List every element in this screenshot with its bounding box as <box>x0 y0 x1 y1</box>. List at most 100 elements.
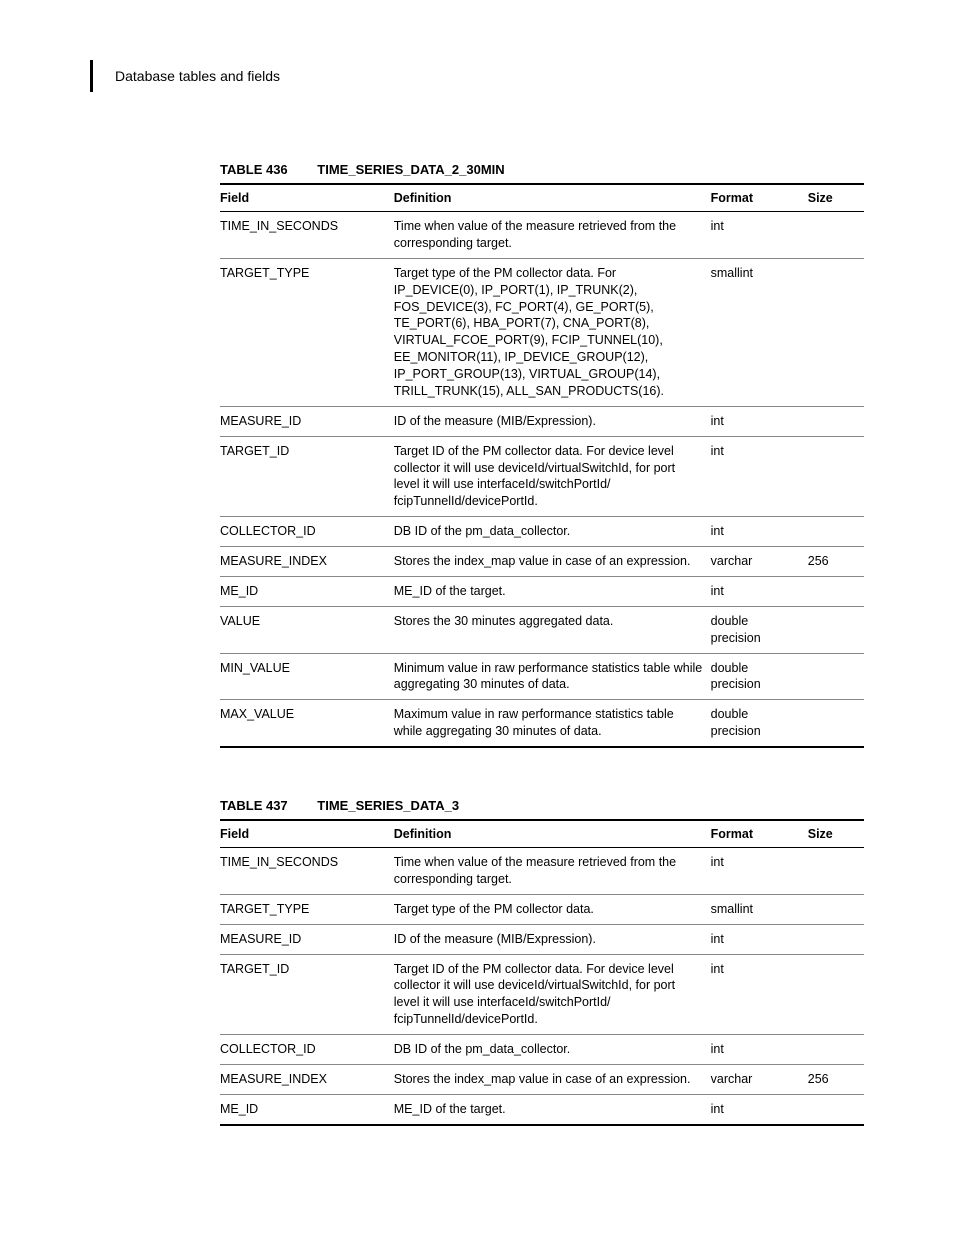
cell-format: int <box>711 406 808 436</box>
cell-definition: ME_ID of the target. <box>394 1094 711 1124</box>
cell-definition: ID of the measure (MIB/Expression). <box>394 924 711 954</box>
cell-size <box>808 700 864 747</box>
cell-field: MEASURE_ID <box>220 406 394 436</box>
cell-field: MEASURE_ID <box>220 924 394 954</box>
cell-definition: Target ID of the PM collector data. For … <box>394 954 711 1035</box>
cell-format: int <box>711 517 808 547</box>
cell-field: MEASURE_INDEX <box>220 1064 394 1094</box>
cell-definition: Time when value of the measure retrieved… <box>394 848 711 895</box>
cell-format: smallint <box>711 258 808 406</box>
cell-size <box>808 576 864 606</box>
cell-field: TARGET_ID <box>220 954 394 1035</box>
table-row: VALUEStores the 30 minutes aggregated da… <box>220 606 864 653</box>
table-row: TARGET_TYPETarget type of the PM collect… <box>220 894 864 924</box>
cell-definition: DB ID of the pm_data_collector. <box>394 1035 711 1065</box>
cell-size <box>808 894 864 924</box>
cell-definition: Stores the index_map value in case of an… <box>394 547 711 577</box>
cell-size <box>808 954 864 1035</box>
table-437-header-row: Field Definition Format Size <box>220 820 864 848</box>
table-437-body: TIME_IN_SECONDSTime when value of the me… <box>220 848 864 1125</box>
cell-size: 256 <box>808 1064 864 1094</box>
cell-field: MEASURE_INDEX <box>220 547 394 577</box>
cell-format: int <box>711 924 808 954</box>
cell-size <box>808 653 864 700</box>
cell-definition: Minimum value in raw performance statist… <box>394 653 711 700</box>
cell-format: int <box>711 576 808 606</box>
cell-size <box>808 1035 864 1065</box>
cell-definition: Stores the index_map value in case of an… <box>394 1064 711 1094</box>
cell-size <box>808 848 864 895</box>
page: Database tables and fields TABLE 436 TIM… <box>0 0 954 1236</box>
table-row: MEASURE_INDEXStores the index_map value … <box>220 1064 864 1094</box>
table-row: MIN_VALUEMinimum value in raw performanc… <box>220 653 864 700</box>
col-header-def: Definition <box>394 820 711 848</box>
cell-field: TARGET_TYPE <box>220 258 394 406</box>
table-row: MEASURE_IDID of the measure (MIB/Express… <box>220 406 864 436</box>
cell-definition: ID of the measure (MIB/Expression). <box>394 406 711 436</box>
cell-format: int <box>711 848 808 895</box>
cell-format: int <box>711 436 808 517</box>
cell-size <box>808 924 864 954</box>
cell-definition: Stores the 30 minutes aggregated data. <box>394 606 711 653</box>
table-row: TIME_IN_SECONDSTime when value of the me… <box>220 848 864 895</box>
table-row: TARGET_TYPETarget type of the PM collect… <box>220 258 864 406</box>
cell-format: varchar <box>711 1064 808 1094</box>
cell-field: MIN_VALUE <box>220 653 394 700</box>
table-row: TIME_IN_SECONDSTime when value of the me… <box>220 212 864 259</box>
cell-field: TARGET_ID <box>220 436 394 517</box>
cell-size <box>808 517 864 547</box>
cell-field: TIME_IN_SECONDS <box>220 848 394 895</box>
cell-format: double precision <box>711 653 808 700</box>
table-row: ME_IDME_ID of the target.int <box>220 1094 864 1124</box>
table-row: TARGET_IDTarget ID of the PM collector d… <box>220 436 864 517</box>
cell-format: smallint <box>711 894 808 924</box>
cell-format: double precision <box>711 700 808 747</box>
cell-format: int <box>711 212 808 259</box>
cell-size <box>808 406 864 436</box>
cell-definition: ME_ID of the target. <box>394 576 711 606</box>
cell-field: MAX_VALUE <box>220 700 394 747</box>
table-row: COLLECTOR_IDDB ID of the pm_data_collect… <box>220 517 864 547</box>
cell-field: COLLECTOR_ID <box>220 1035 394 1065</box>
table-437-caption: TABLE 437 TIME_SERIES_DATA_3 <box>220 798 864 813</box>
cell-definition: Maximum value in raw performance statist… <box>394 700 711 747</box>
cell-field: ME_ID <box>220 1094 394 1124</box>
col-header-format: Format <box>711 184 808 212</box>
col-header-def: Definition <box>394 184 711 212</box>
cell-format: varchar <box>711 547 808 577</box>
cell-format: int <box>711 1094 808 1124</box>
table-437: Field Definition Format Size TIME_IN_SEC… <box>220 819 864 1126</box>
table-437-name: TIME_SERIES_DATA_3 <box>317 798 459 813</box>
col-header-format: Format <box>711 820 808 848</box>
table-row: TARGET_IDTarget ID of the PM collector d… <box>220 954 864 1035</box>
cell-field: VALUE <box>220 606 394 653</box>
table-437-number: TABLE 437 <box>220 798 288 813</box>
col-header-field: Field <box>220 184 394 212</box>
cell-definition: DB ID of the pm_data_collector. <box>394 517 711 547</box>
cell-definition: Time when value of the measure retrieved… <box>394 212 711 259</box>
table-436-name: TIME_SERIES_DATA_2_30MIN <box>317 162 504 177</box>
table-436-block: TABLE 436 TIME_SERIES_DATA_2_30MIN Field… <box>220 162 864 748</box>
table-436-header-row: Field Definition Format Size <box>220 184 864 212</box>
cell-size <box>808 258 864 406</box>
table-row: ME_IDME_ID of the target.int <box>220 576 864 606</box>
cell-definition: Target type of the PM collector data. <box>394 894 711 924</box>
breadcrumb: Database tables and fields <box>115 68 280 84</box>
cell-format: double precision <box>711 606 808 653</box>
cell-size: 256 <box>808 547 864 577</box>
cell-size <box>808 1094 864 1124</box>
col-header-size: Size <box>808 820 864 848</box>
table-row: COLLECTOR_IDDB ID of the pm_data_collect… <box>220 1035 864 1065</box>
cell-size <box>808 436 864 517</box>
table-437-block: TABLE 437 TIME_SERIES_DATA_3 Field Defin… <box>220 798 864 1126</box>
cell-format: int <box>711 954 808 1035</box>
table-436-number: TABLE 436 <box>220 162 288 177</box>
table-436-caption: TABLE 436 TIME_SERIES_DATA_2_30MIN <box>220 162 864 177</box>
cell-format: int <box>711 1035 808 1065</box>
page-header: Database tables and fields <box>90 60 864 92</box>
col-header-field: Field <box>220 820 394 848</box>
col-header-size: Size <box>808 184 864 212</box>
cell-field: TIME_IN_SECONDS <box>220 212 394 259</box>
cell-definition: Target type of the PM collector data. Fo… <box>394 258 711 406</box>
table-436: Field Definition Format Size TIME_IN_SEC… <box>220 183 864 748</box>
